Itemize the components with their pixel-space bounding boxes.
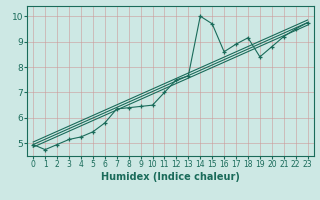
X-axis label: Humidex (Indice chaleur): Humidex (Indice chaleur) xyxy=(101,172,240,182)
